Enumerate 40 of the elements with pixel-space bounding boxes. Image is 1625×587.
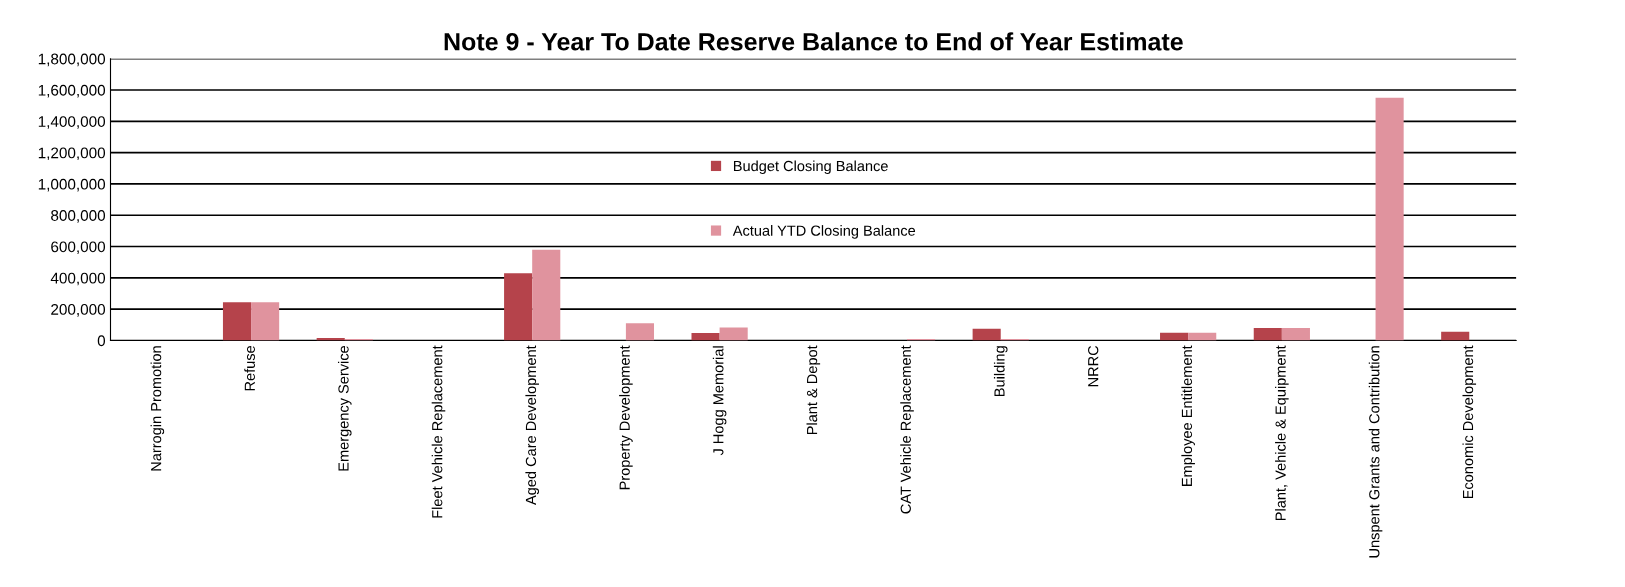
x-tick-label: Refuse <box>244 345 255 391</box>
x-tick-label: Property Development <box>619 345 633 490</box>
y-tick-label: 800,000 <box>51 210 106 223</box>
y-tick-label: 600,000 <box>51 241 106 255</box>
bar <box>1375 97 1404 341</box>
bar <box>719 327 748 341</box>
x-tick-label: Fleet Vehicle Replacement <box>431 345 446 518</box>
y-tick-label: 1,800,000 <box>38 53 106 67</box>
legend-label: Budget Closing Balance <box>733 160 888 175</box>
x-tick-label: Employee Entitlement <box>1181 345 1195 486</box>
y-tick-label: 1,000,000 <box>38 178 106 192</box>
x-tick-label: Economic Development <box>1462 345 1477 499</box>
chart-title: Note 9 - Year To Date Reserve Balance to End of Year Estimate <box>444 32 1183 51</box>
y-tick-label: 0 <box>97 335 106 347</box>
bar <box>1441 331 1470 341</box>
x-tick-label: CAT Vehicle Replacement <box>900 345 914 514</box>
x-tick-label: Emergency Service <box>337 345 352 471</box>
bar <box>504 273 533 341</box>
x-tick-label: NRRC <box>1088 345 1099 387</box>
x-tick-label: Plant, Vehicle & Equipment <box>1275 345 1289 521</box>
x-tick-label: J Hogg Memorial <box>712 346 727 456</box>
x-tick-label: Aged Care Development <box>525 345 539 505</box>
bar <box>691 332 720 341</box>
bar <box>251 302 280 341</box>
x-tick-label: Plant & Depot <box>806 345 821 435</box>
bar <box>625 323 655 341</box>
x-tick-label: Building <box>993 346 1008 397</box>
y-tick-label: 1,200,000 <box>38 147 106 161</box>
bar <box>972 328 1001 341</box>
x-tick-label: Unspent Grants and Contribution <box>1368 346 1383 558</box>
y-tick-label: 1,400,000 <box>38 116 106 129</box>
y-tick-label: 1,600,000 <box>38 84 106 98</box>
bar <box>1281 327 1310 341</box>
x-tick-label: Narrogin Promotion <box>150 346 165 471</box>
legend-label: Actual YTD Closing Balance <box>732 225 916 239</box>
bar <box>1253 327 1282 341</box>
bar <box>532 249 561 341</box>
bar <box>222 302 252 341</box>
y-tick-label: 200,000 <box>51 304 106 317</box>
y-tick-label: 400,000 <box>50 272 106 286</box>
